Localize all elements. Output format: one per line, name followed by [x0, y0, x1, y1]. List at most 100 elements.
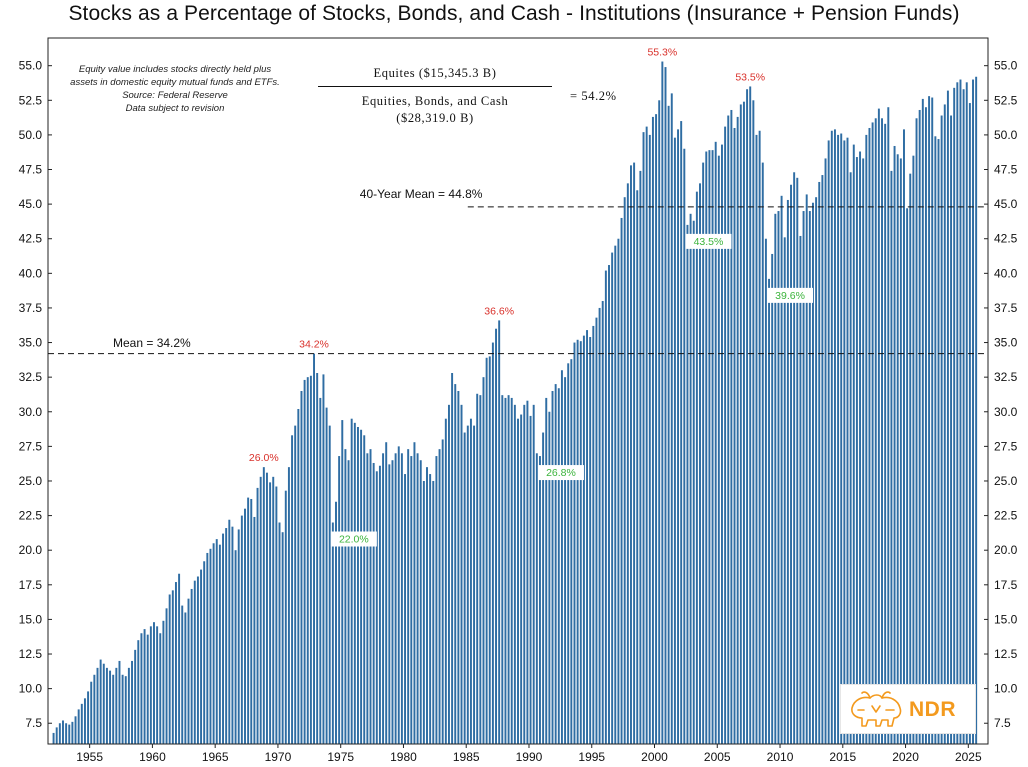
bar: [372, 462, 375, 744]
bar: [768, 278, 771, 744]
bar: [956, 82, 959, 745]
bar: [931, 97, 934, 744]
bar: [940, 115, 943, 744]
formula-denominator: Equities, Bonds, and Cash: [361, 94, 509, 108]
y-tick-label-left: 37.5: [19, 301, 43, 315]
y-tick-label-left: 35.0: [19, 336, 43, 350]
bar: [840, 133, 843, 744]
annotations: 26.0% 34.2% 36.6% 55.3% 53.5% 22.0% 26.8% 43.5%…: [249, 47, 814, 547]
bar: [790, 184, 792, 745]
bar: [730, 109, 733, 745]
bar: [479, 395, 482, 744]
bar: [432, 480, 435, 744]
bar: [83, 698, 86, 744]
bar: [699, 183, 701, 745]
bar: [190, 588, 193, 744]
bar: [968, 103, 971, 744]
bar: [413, 442, 416, 744]
bar: [815, 197, 818, 744]
bar: [225, 528, 228, 744]
bar: [287, 467, 290, 744]
y-tick-label-left: 10.0: [19, 682, 43, 696]
y-tick-label-left: 32.5: [19, 370, 43, 384]
y-tick-label-right: 15.0: [994, 612, 1018, 626]
bar: [517, 418, 519, 744]
peak-label: 34.2%: [299, 339, 329, 351]
bar: [369, 449, 372, 744]
trough-label-bg: [330, 531, 377, 547]
bar: [447, 404, 450, 744]
bar: [890, 170, 893, 744]
bar: [805, 194, 808, 744]
bar: [385, 442, 388, 744]
bar: [529, 415, 532, 744]
bar: [143, 629, 146, 744]
bar: [799, 235, 802, 744]
bar: [510, 397, 513, 744]
x-tick-label: 2020: [892, 750, 919, 764]
bar: [965, 82, 968, 745]
bar: [375, 471, 378, 744]
y-tick-label-right: 47.5: [994, 163, 1018, 177]
bar: [397, 446, 400, 744]
bar: [196, 576, 199, 744]
y-tick-label-left: 30.0: [19, 405, 43, 419]
bar: [228, 519, 231, 744]
chart-title: Stocks as a Percentage of Stocks, Bonds,…: [68, 2, 960, 25]
bar: [55, 727, 58, 744]
bar: [780, 195, 783, 744]
bar: [670, 93, 673, 745]
bar: [868, 127, 871, 745]
bar: [200, 569, 203, 744]
bar: [382, 453, 385, 744]
bar: [705, 151, 708, 744]
bar: [639, 170, 642, 744]
bar: [121, 674, 124, 744]
bar: [244, 508, 246, 744]
x-tick-label: 1985: [453, 750, 480, 764]
bar: [181, 605, 184, 744]
note-line: Source: Federal Reserve: [122, 90, 228, 101]
bar: [463, 432, 466, 744]
bar: [153, 622, 155, 744]
bar: [818, 181, 821, 745]
trough-label-bg: [537, 465, 584, 481]
bar: [677, 129, 680, 745]
bar: [215, 539, 218, 744]
peak-label: 53.5%: [735, 71, 765, 83]
bar: [855, 157, 858, 745]
bar: [871, 122, 874, 744]
bar: [366, 453, 369, 744]
y-tick-label-right: 37.5: [994, 301, 1018, 315]
bar: [560, 370, 563, 744]
bar: [946, 90, 949, 745]
bar: [959, 79, 962, 744]
bar: [347, 460, 350, 744]
trough-label: 39.6%: [775, 290, 805, 302]
bar: [796, 177, 799, 744]
bar: [313, 353, 315, 744]
bar: [206, 552, 209, 744]
y-tick-label-right: 20.0: [994, 543, 1018, 557]
formula-numerator: Equites ($15,345.3 B): [373, 66, 497, 80]
trough-label-bg: [685, 233, 732, 249]
bar: [849, 172, 852, 744]
bar: [476, 393, 479, 744]
y-tick-label-left: 47.5: [19, 163, 43, 177]
y-tick-label-right: 27.5: [994, 439, 1018, 453]
x-tick-label: 1995: [578, 750, 605, 764]
bar: [284, 490, 287, 744]
bar: [733, 127, 736, 745]
y-tick-label-right: 45.0: [994, 197, 1018, 211]
bar: [71, 721, 74, 744]
bar: [746, 89, 749, 745]
bar: [331, 522, 334, 744]
bar: [975, 76, 978, 744]
formula-denominator-value: ($28,319.0 B): [396, 111, 474, 125]
bar: [275, 486, 278, 744]
y-tick-label-left: 52.5: [19, 93, 43, 107]
bar: [178, 573, 181, 744]
bar: [259, 476, 262, 744]
bar: [272, 476, 275, 744]
bar: [645, 126, 648, 745]
